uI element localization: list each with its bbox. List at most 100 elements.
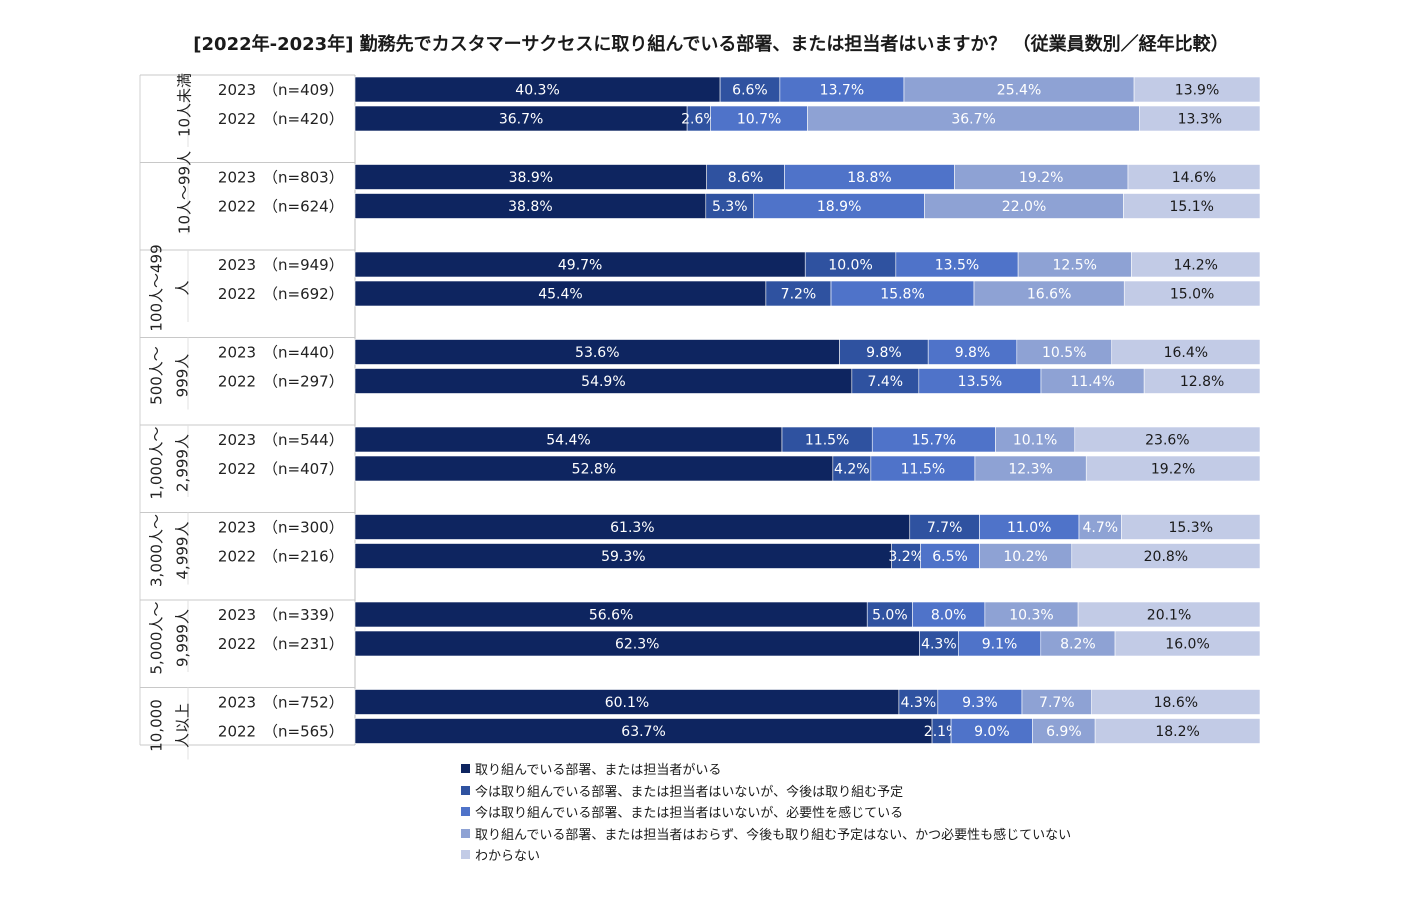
bar-segment [870, 455, 976, 482]
data-label: 20.8% [1144, 549, 1188, 565]
bar-segment [995, 426, 1076, 453]
bar-segment [1091, 689, 1261, 715]
bar-segment [354, 368, 853, 394]
data-label: 12.5% [1053, 258, 1097, 274]
data-label: 6.5% [932, 549, 968, 565]
bar-segment [1021, 689, 1092, 715]
data-label: 14.6% [1172, 170, 1216, 186]
group-label: 人 [174, 280, 192, 295]
row-year-label: 2023 [218, 169, 256, 187]
data-label: 15.0% [1170, 287, 1214, 303]
bar-segment [1017, 251, 1132, 278]
bar-segment [919, 630, 959, 657]
data-label: 3.2% [888, 549, 924, 565]
data-label: 12.8% [1180, 374, 1224, 390]
data-label: 25.4% [997, 83, 1041, 99]
data-label: 6.9% [1046, 724, 1082, 740]
data-label: 2.6% [681, 112, 717, 128]
legend-label: 今は取り組んでいる部署、または担当者はいないが、今後は取り組む予定 [475, 784, 904, 800]
row-year-label: 2023 [218, 256, 256, 274]
row-n-label: （n=803） [263, 169, 344, 187]
data-label: 10.2% [1003, 549, 1047, 565]
bar-segment [354, 718, 933, 744]
bar-segment [1143, 368, 1261, 394]
data-label: 54.9% [581, 374, 625, 390]
data-label: 11.0% [1007, 520, 1051, 536]
legend-label: 今は取り組んでいる部署、または担当者はいないが、必要性を感じている [475, 806, 904, 822]
data-label: 4.7% [1082, 520, 1118, 536]
bar-segment [1133, 76, 1261, 103]
bar-segment [354, 601, 868, 628]
legend-item: 今は取り組んでいる部署、または担当者はいないが、今後は取り組む予定 [461, 780, 1071, 802]
bar-segment [784, 164, 955, 190]
data-label: 14.2% [1173, 258, 1217, 274]
group-label: 1,000人～ [148, 427, 166, 500]
row-year-label: 2023 [218, 519, 256, 537]
data-label: 56.6% [589, 608, 633, 624]
bar-segment [979, 514, 1080, 540]
data-label: 13.5% [935, 258, 979, 274]
bar-segment [354, 455, 834, 482]
bar-segment [1032, 718, 1096, 744]
row-year-label: 2022 [218, 635, 256, 653]
legend-swatch [461, 828, 470, 838]
bar-segment [1114, 630, 1261, 657]
legend-item: 取り組んでいる部署、または担当者がいる [461, 758, 1071, 780]
group-label: 9,999人 [174, 609, 192, 667]
data-label: 40.3% [515, 83, 559, 99]
row-year-label: 2023 [218, 694, 256, 712]
bar-segment [1077, 601, 1261, 628]
data-label: 36.7% [951, 112, 995, 128]
row-year-label: 2023 [218, 81, 256, 99]
data-label: 9.3% [962, 695, 998, 711]
data-label: 7.7% [927, 520, 963, 536]
row-n-label: （n=565） [263, 723, 344, 741]
legend-swatch [461, 785, 470, 795]
data-label: 13.5% [958, 374, 1002, 390]
row-n-label: （n=692） [263, 285, 344, 303]
data-label: 9.8% [955, 345, 991, 361]
row-n-label: （n=231） [263, 635, 344, 653]
bar-segment [804, 251, 897, 278]
group-label: 100人～499 [148, 244, 166, 331]
data-label: 16.6% [1027, 287, 1071, 303]
bar-segment [779, 76, 905, 103]
data-label: 22.0% [1002, 199, 1046, 215]
bar-segment [866, 601, 913, 628]
bar-segment [354, 164, 707, 190]
legend-item: わからない [461, 844, 1071, 866]
group-label: 500人～ [148, 346, 166, 405]
row-year-label: 2023 [218, 606, 256, 624]
data-label: 18.6% [1154, 695, 1198, 711]
bar-segment [1139, 105, 1261, 132]
legend-swatch [461, 807, 470, 817]
legend-item: 取り組んでいる部署、または担当者はおらず、今後も取り組む予定はない、かつ必要性も… [461, 823, 1071, 845]
bar-segment [927, 339, 1018, 365]
data-label: 11.5% [805, 433, 849, 449]
legend-item: 今は取り組んでいる部署、または担当者はいないが、必要性を感じている [461, 801, 1071, 823]
data-label: 62.3% [615, 637, 659, 653]
bar-segment [354, 630, 920, 657]
bar-segment [895, 251, 1019, 278]
data-label: 15.3% [1169, 520, 1213, 536]
bar-segment [354, 426, 783, 453]
data-label: 61.3% [610, 520, 654, 536]
data-label: 10.1% [1013, 433, 1057, 449]
row-year-label: 2022 [218, 460, 256, 478]
data-label: 52.8% [572, 462, 616, 478]
data-label: 5.3% [712, 199, 748, 215]
data-label: 8.2% [1060, 637, 1096, 653]
group-label: 5,000人～ [148, 602, 166, 675]
data-label: 59.3% [601, 549, 645, 565]
row-n-label: （n=752） [263, 694, 344, 712]
data-label: 10.7% [737, 112, 781, 128]
row-n-label: （n=624） [263, 198, 344, 216]
data-label: 18.9% [817, 199, 861, 215]
data-label: 11.5% [901, 462, 945, 478]
data-label: 5.0% [872, 608, 908, 624]
bar-segment [891, 543, 921, 569]
data-label: 10.0% [828, 258, 872, 274]
data-label: 53.6% [575, 345, 619, 361]
data-label: 18.8% [847, 170, 891, 186]
